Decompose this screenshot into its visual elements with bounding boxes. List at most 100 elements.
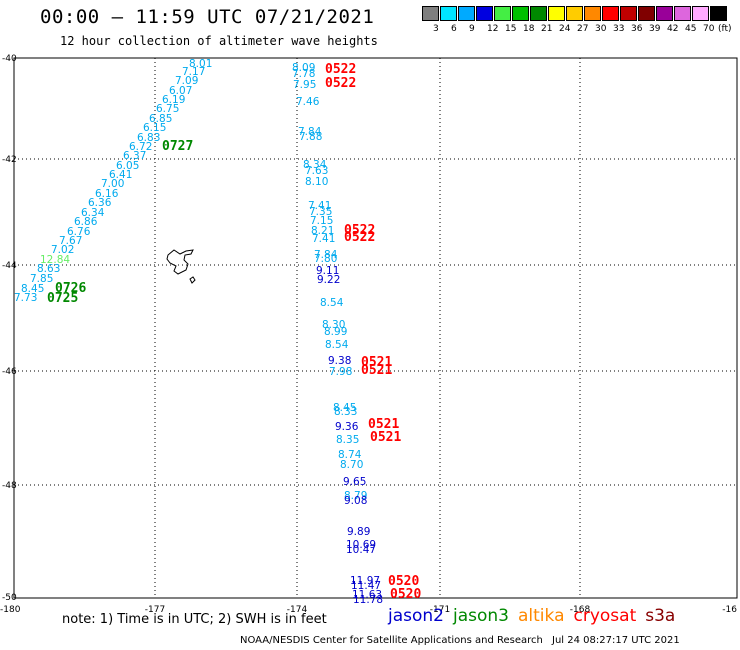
swh-value: 8.35	[336, 434, 359, 446]
swh-value: 9.38	[328, 355, 351, 367]
pass-time: 0521	[370, 430, 401, 445]
scale-label: 12	[487, 24, 499, 34]
swh-value: 8.10	[305, 176, 328, 188]
scale-label: 6	[451, 24, 457, 34]
swh-value: 11.63	[352, 589, 382, 601]
swh-value: 7.41	[308, 200, 331, 212]
swh-value: 7.41	[312, 233, 335, 245]
scale-swatch	[620, 6, 637, 21]
scale-label: 36	[631, 24, 643, 34]
swh-value: 8.45	[21, 283, 44, 295]
swh-value: 9.22	[317, 274, 340, 286]
swh-value: 8.54	[320, 297, 344, 309]
scale-swatch	[674, 6, 691, 21]
swh-value: 6.37	[123, 150, 146, 162]
scale-swatch	[692, 6, 709, 21]
pass-time: 0520	[390, 587, 421, 602]
swh-value: 6.19	[162, 94, 185, 106]
swh-value: 7.35	[309, 206, 332, 218]
scale-label: 3	[433, 24, 439, 34]
map-subtitle: 12 hour collection of altimeter wave hei…	[60, 34, 378, 48]
swh-value: 8.74	[338, 449, 362, 461]
swh-value: 6.86	[74, 216, 98, 228]
pass-time-labels: 0727072607250522052205220522052105210521…	[47, 62, 421, 602]
swh-value: 7.78	[292, 68, 315, 80]
pass-time: 0522	[344, 223, 375, 238]
swh-value: 8.01	[189, 58, 212, 70]
swh-value: 8.09	[292, 62, 315, 74]
swh-value: 7.95	[293, 79, 316, 91]
scale-label: 9	[469, 24, 475, 34]
longitude-label: -174	[287, 605, 308, 615]
scale-label: 45	[685, 24, 697, 34]
pitt-island-outline	[189, 276, 196, 284]
scale-swatch	[638, 6, 655, 21]
scale-label: 27	[577, 24, 589, 34]
satellite-legend: jason2 jason3 altika cryosat s3a	[388, 606, 684, 626]
scale-swatch	[512, 6, 529, 21]
scale-swatch	[548, 6, 565, 21]
map-frame	[13, 57, 738, 599]
scale-label: 33	[613, 24, 625, 34]
latitude-label: -42	[2, 155, 17, 165]
chatham-island-outline	[166, 249, 194, 275]
generated-timestamp: Jul 24 08:27:17 UTC 2021	[552, 635, 680, 646]
credit-line: NOAA/NESDIS Center for Satellite Applica…	[240, 635, 543, 646]
swh-value: 8.33	[334, 406, 357, 418]
pass-time: 0727	[162, 139, 193, 154]
scale-swatch	[710, 6, 727, 21]
legend-jason3: jason3	[453, 606, 509, 626]
scale-swatch	[656, 6, 673, 21]
longitude-label: -16	[722, 605, 737, 615]
scale-unit: (ft)	[718, 24, 732, 34]
legend-altika: altika	[518, 606, 565, 626]
longitude-label: -168	[570, 605, 591, 615]
swh-value-labels: 8.017.177.096.076.196.756.856.156.836.72…	[14, 58, 383, 606]
swh-value: 8.45	[333, 402, 356, 414]
swh-value: 7.15	[310, 215, 333, 227]
swh-value: 7.84	[298, 126, 322, 138]
swh-value: 6.83	[137, 132, 160, 144]
pass-time: 0522	[325, 62, 356, 77]
swh-value: 8.21	[311, 225, 334, 237]
scale-label: 39	[649, 24, 661, 34]
pass-time: 0726	[55, 281, 86, 296]
scale-swatch	[440, 6, 457, 21]
swh-value: 7.98	[329, 366, 352, 378]
pass-time: 0521	[361, 363, 392, 378]
swh-value: 9.08	[344, 495, 367, 507]
swh-value: 8.63	[37, 263, 60, 275]
scale-swatch	[422, 6, 439, 21]
swh-value: 7.67	[59, 235, 82, 247]
latitude-label: -48	[2, 481, 17, 491]
scale-swatch	[530, 6, 547, 21]
swh-value: 8.70	[340, 459, 363, 471]
scale-label: 24	[559, 24, 571, 34]
latitude-label: -40	[2, 54, 17, 64]
legend-s3a: s3a	[645, 606, 676, 626]
scale-swatch	[458, 6, 475, 21]
swh-value: 7.73	[14, 292, 37, 304]
pass-time: 0522	[344, 230, 375, 245]
swh-value: 7.80	[314, 253, 337, 265]
longitude-label: -177	[145, 605, 165, 615]
longitude-label: -180	[0, 605, 21, 615]
legend-jason2: jason2	[388, 606, 444, 626]
scale-swatch	[584, 6, 601, 21]
swh-value: 7.85	[30, 273, 53, 285]
swh-value: 7.84	[314, 249, 338, 261]
latitude-label: -46	[2, 367, 17, 377]
pass-time: 0520	[388, 574, 419, 589]
swh-value: 6.05	[116, 160, 139, 172]
swh-value: 9.89	[347, 526, 370, 538]
swh-value: 7.02	[51, 244, 74, 256]
scale-label: 42	[667, 24, 679, 34]
pass-time: 0521	[361, 355, 392, 370]
swh-value: 6.85	[149, 113, 172, 125]
scale-label: 18	[523, 24, 535, 34]
axis-labels: -40 -42 -44 -46 -48 -50 -180 -177 -174 -171 -168 -1…	[0, 54, 737, 615]
swh-value: 6.16	[95, 188, 119, 200]
island-coastline	[166, 249, 196, 284]
scale-label: 21	[541, 24, 553, 34]
